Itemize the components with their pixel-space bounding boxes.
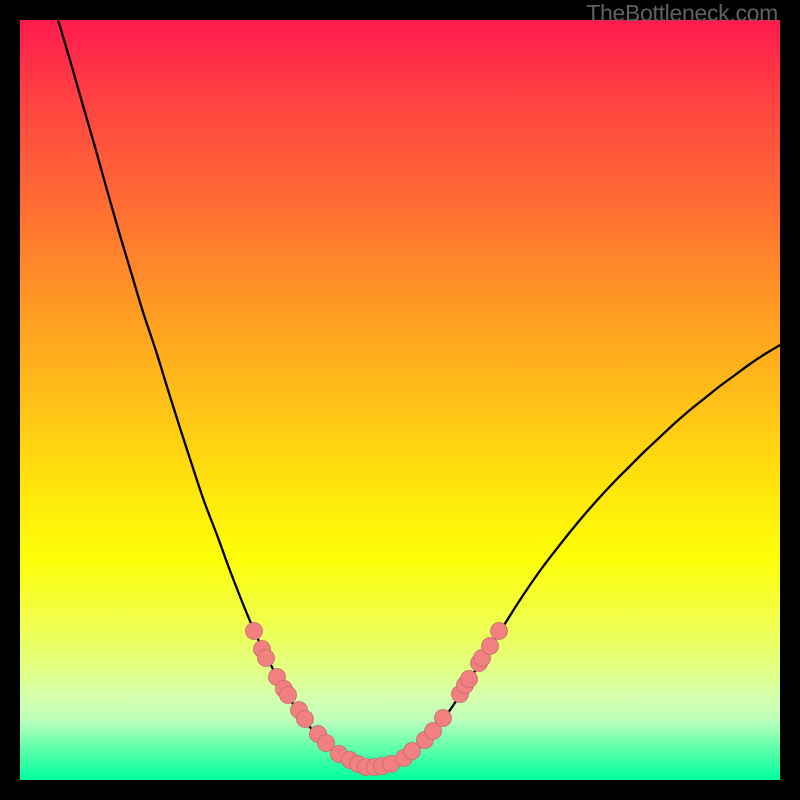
curve-marker: [297, 711, 314, 728]
frame-border-bottom: [0, 780, 800, 800]
frame-border-left: [0, 0, 20, 800]
curve-marker: [280, 687, 297, 704]
curve-marker: [491, 623, 508, 640]
frame-border-right: [780, 0, 800, 800]
curve-marker: [258, 650, 275, 667]
curve-marker: [461, 671, 478, 688]
plot-svg: [20, 20, 780, 780]
curve-marker: [435, 710, 452, 727]
curve-marker: [246, 623, 263, 640]
plot-background: [20, 20, 780, 780]
watermark-text: TheBottleneck.com: [586, 0, 778, 27]
curve-marker: [482, 638, 499, 655]
chart-frame: TheBottleneck.com: [0, 0, 800, 800]
